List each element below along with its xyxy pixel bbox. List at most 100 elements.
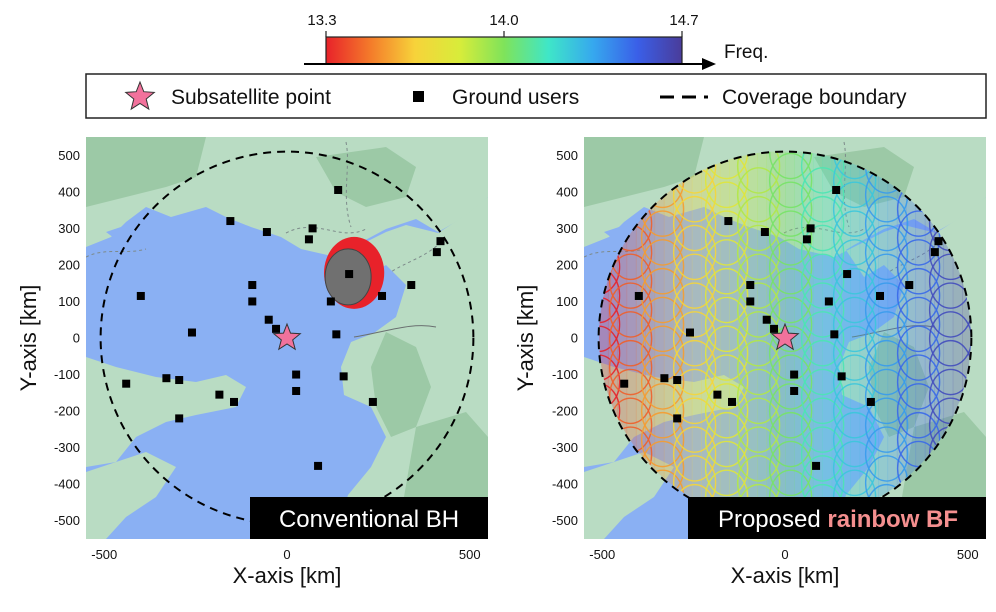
ground-user-marker — [314, 461, 323, 470]
ground-user-marker — [802, 235, 811, 244]
beam-footprint — [736, 339, 781, 396]
beam-footprint — [800, 253, 845, 309]
beam-footprint — [800, 426, 845, 482]
frequency-band — [673, 151, 684, 523]
ground-user-marker — [187, 328, 196, 337]
beam-footprint — [608, 339, 653, 396]
colorbar-label: Freq. — [724, 42, 768, 63]
rainbow-beams — [599, 151, 971, 523]
x-tick-label: -500 — [589, 547, 615, 562]
beam-footprint — [896, 267, 941, 324]
ground-user-marker — [660, 374, 669, 383]
frequency-band — [906, 151, 917, 523]
beam-footprint — [832, 440, 877, 497]
frequency-band — [915, 151, 926, 523]
frequency-band — [822, 151, 833, 523]
beam-footprint — [896, 239, 941, 295]
beam-footprint — [599, 239, 621, 295]
x-tick-label: 0 — [283, 547, 290, 562]
frequency-band — [729, 151, 740, 523]
panel-proposed: Proposed rainbow BF 500 400 300 200 100 0 -100… — [513, 137, 986, 588]
y-tick-label: 500 — [58, 148, 80, 163]
beam-footprint — [599, 296, 621, 353]
ground-user-marker — [304, 235, 313, 244]
beam-footprint — [800, 224, 845, 281]
y-tick-label: 400 — [556, 184, 578, 199]
panel-label-box — [688, 497, 986, 539]
frequency-band — [691, 151, 702, 523]
ground-user-marker — [248, 281, 257, 290]
ground-user-marker — [175, 414, 184, 423]
panel-conventional: Conventional BH 500 400 300 200 100 0 -100 -200… — [16, 137, 488, 588]
ground-user-marker — [837, 372, 846, 381]
beam-footprint — [800, 195, 845, 252]
frequency-band — [607, 151, 618, 523]
beam-footprint — [768, 181, 813, 237]
beam-footprint — [832, 354, 877, 410]
beam-footprint — [768, 239, 813, 295]
y-tick-label: 100 — [556, 294, 578, 309]
ground-user-marker — [724, 217, 733, 226]
ground-user-marker — [264, 315, 273, 324]
ground-user-marker — [713, 390, 722, 399]
ground-user-marker — [843, 270, 852, 279]
subsatellite-star-icon — [770, 322, 800, 351]
ground-user-marker — [905, 281, 914, 290]
ground-user-marker — [824, 297, 833, 306]
map-conventional: Conventional BH — [86, 137, 488, 539]
beam-footprint — [800, 397, 845, 453]
beam-footprint — [896, 325, 941, 381]
beam-footprint — [768, 210, 813, 266]
panel-title-accent: rainbow BF — [827, 506, 958, 533]
frequency-band — [757, 151, 767, 523]
ground-user-marker — [332, 330, 341, 339]
ground-user-marker — [876, 291, 885, 300]
y-tick-label: -200 — [552, 404, 578, 419]
ground-user-marker — [728, 397, 737, 406]
frequency-band — [654, 151, 665, 523]
ground-user-marker — [746, 297, 755, 306]
panel-title: Proposed rainbow BF — [718, 506, 958, 533]
beam-footprint — [672, 311, 717, 367]
arrow-head-icon — [702, 58, 716, 70]
legend-ground-users-label: Ground users — [452, 86, 579, 109]
y-tick-label: -300 — [552, 440, 578, 455]
beam-footprint — [640, 239, 685, 295]
panel-label-conventional: Conventional BH — [250, 497, 488, 539]
legend-subsatellite-label: Subsatellite point — [171, 86, 331, 109]
ground-user-marker — [746, 281, 755, 290]
frequency-band — [663, 151, 674, 523]
coverage-boundary — [99, 150, 475, 526]
legend-coverage-label: Coverage boundary — [722, 86, 907, 109]
beam-footprint — [896, 296, 941, 353]
y-tick-label: -300 — [54, 440, 80, 455]
frequency-band — [617, 151, 628, 523]
coverage-boundary — [597, 150, 973, 526]
y-tick-label: -400 — [54, 477, 80, 492]
ground-user-marker — [339, 372, 348, 381]
beam-footprint — [832, 181, 877, 237]
ground-user-marker — [215, 390, 224, 399]
y-axis-label: Y-axis [km] — [513, 285, 538, 392]
colorbar-tick-max: 14.7 — [669, 12, 698, 29]
beam-footprint — [800, 339, 845, 396]
beam-footprint — [608, 311, 653, 367]
y-axis-label: Y-axis [km] — [16, 285, 41, 392]
ground-user-marker — [378, 291, 387, 300]
beam-footprint — [704, 181, 749, 237]
beam-footprint — [672, 282, 717, 338]
y-tick-label: -500 — [552, 513, 578, 528]
beam-footprint — [832, 267, 877, 324]
beam-footprint — [832, 210, 877, 266]
ground-user-marker — [790, 370, 799, 379]
frequency-band — [850, 151, 861, 523]
x-tick-label: -500 — [91, 547, 117, 562]
beam-footprint — [736, 368, 781, 425]
beam-footprint — [704, 267, 749, 324]
beam-footprint — [768, 325, 813, 381]
ground-user-marker — [760, 228, 769, 237]
beam-footprint — [768, 296, 813, 353]
beam-footprint — [736, 397, 781, 453]
y-tick-label: 300 — [556, 221, 578, 236]
beam-footprint — [864, 368, 909, 425]
